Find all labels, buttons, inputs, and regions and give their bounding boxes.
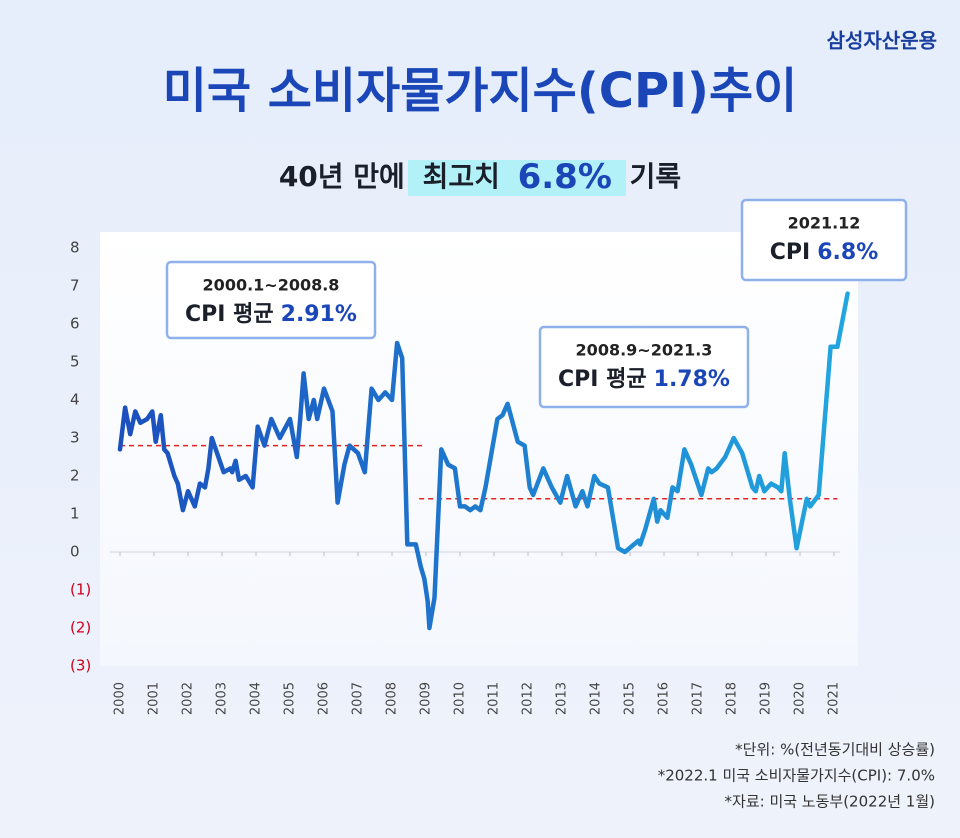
subtitle-highlight-text: 최고치 (423, 160, 500, 193)
x-tick-label: 2005 (283, 682, 298, 715)
x-tick-label: 2010 (453, 682, 468, 715)
x-tick-label: 2011 (487, 682, 502, 715)
subtitle-lead: 40년 만에 (279, 160, 405, 193)
y-tick-label: (1) (70, 581, 91, 599)
annotation-box (740, 198, 908, 282)
annotation: 2000.1~2008.8 CPI 평균 2.91% (165, 260, 377, 340)
annotation-label: CPI 평균 (558, 367, 647, 392)
chart-title: 미국 소비자물가지수(CPI)추이 (163, 63, 798, 119)
cpi-line (117, 291, 850, 631)
subtitle-value: 6.8% (518, 157, 612, 197)
x-tick-label: 2003 (215, 682, 230, 715)
footnote: *자료: 미국 노동부(2022년 1월) (725, 793, 935, 811)
annotation-value: 1.78% (654, 367, 730, 392)
x-tick-label: 2020 (793, 682, 808, 715)
x-tick-label: 2013 (555, 682, 570, 715)
axes: (3) (2) (1) 0 1 2 3 4 5 6 7 8 2000 2001 2002 2003 2004 20… (70, 239, 842, 716)
x-tick-label: 2006 (317, 682, 332, 715)
annotation-box (165, 260, 377, 340)
y-tick-label: 1 (70, 505, 80, 523)
y-tick-label: (2) (70, 619, 91, 637)
annotation-period: 2008.9~2021.3 (576, 341, 713, 360)
x-tick-label: 2000 (113, 682, 128, 715)
plot (117, 291, 850, 631)
y-tick-label: 4 (70, 391, 80, 409)
x-tick-label: 2021 (827, 682, 842, 715)
footnote: *단위: %(전년동기대비 상승률) (735, 741, 935, 759)
x-tick-label: 2007 (351, 682, 366, 715)
y-tick-label: 2 (70, 467, 80, 485)
subtitle: 40년 만에 최고치 6.8% 기록 (279, 157, 681, 197)
annotations: 2000.1~2008.8 CPI 평균 2.91% 2008.9~2021.3 CPI… (165, 198, 908, 409)
y-tick-label: 7 (70, 277, 80, 295)
y-tick-label: 8 (70, 239, 80, 257)
footnote: *2022.1 미국 소비자물가지수(CPI): 7.0% (658, 767, 935, 785)
x-tick-label: 2019 (759, 682, 774, 715)
x-tick-label: 2002 (181, 682, 196, 715)
annotation-period: 2021.12 (788, 214, 861, 233)
y-tick-label: 5 (70, 353, 80, 371)
x-tick-label: 2014 (589, 682, 604, 715)
annotation-value: 2.91% (281, 302, 357, 327)
x-tick-label: 2018 (725, 682, 740, 715)
annotation-text: CPI 6.8% (770, 240, 878, 265)
annotation: 2008.9~2021.3 CPI 평균 1.78% (538, 325, 750, 409)
brand: 삼성자산운용 (827, 29, 937, 53)
x-tick-label: 2015 (623, 682, 638, 715)
annotation-label: CPI (770, 240, 810, 265)
subtitle-highlight (408, 160, 626, 196)
y-tick-label: 3 (70, 429, 80, 447)
x-tick-label: 2008 (385, 682, 400, 715)
annotation-box (538, 325, 750, 409)
x-tick-label: 2009 (419, 682, 434, 715)
annotation: 2021.12 CPI 6.8% (740, 198, 908, 282)
y-tick-label: 6 (70, 315, 80, 333)
annotation-label: CPI 평균 (185, 302, 274, 327)
x-tick-label: 2016 (657, 682, 672, 715)
x-tick-label: 2017 (691, 682, 706, 715)
annotation-text: CPI 평균 2.91% (185, 302, 357, 327)
annotation-period: 2000.1~2008.8 (203, 276, 340, 295)
annotation-text: CPI 평균 1.78% (558, 367, 730, 392)
y-tick-label: (3) (70, 657, 91, 675)
x-tick-label: 2004 (249, 682, 264, 715)
footnotes: *단위: %(전년동기대비 상승률) *2022.1 미국 소비자물가지수(CP… (658, 741, 935, 811)
y-tick-label: 0 (70, 543, 80, 561)
annotation-value: 6.8% (817, 240, 878, 265)
x-tick-label: 2012 (521, 682, 536, 715)
subtitle-tail: 기록 (630, 160, 682, 193)
x-tick-label: 2001 (147, 682, 162, 715)
